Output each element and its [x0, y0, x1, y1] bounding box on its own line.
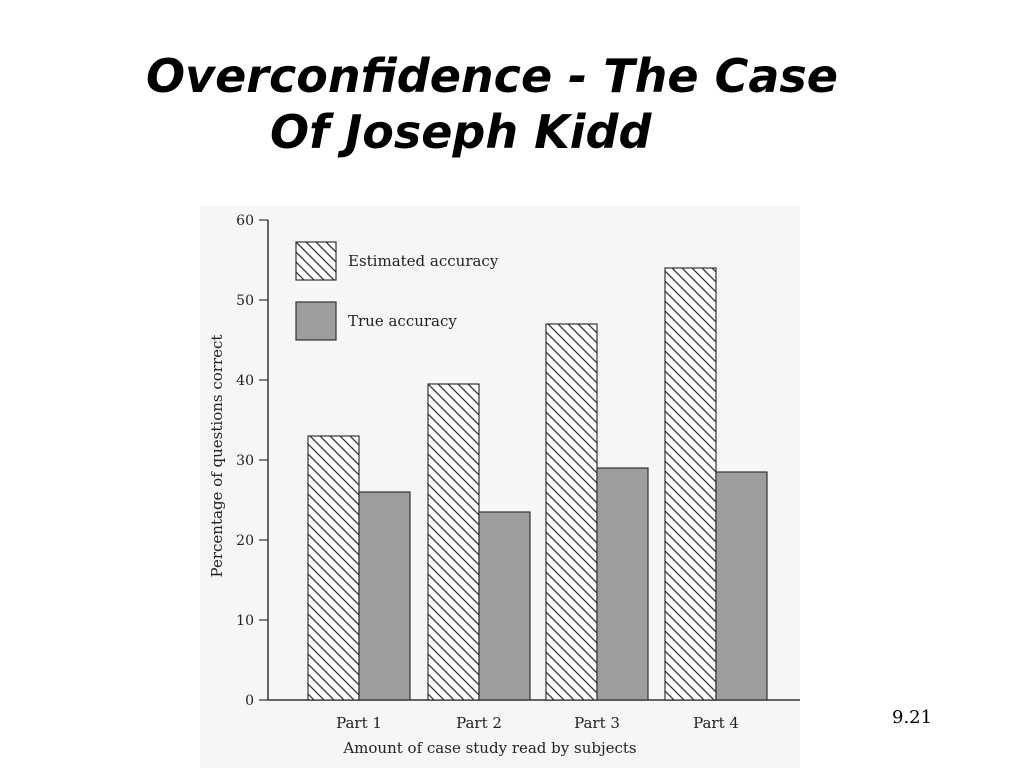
bar-true-accuracy	[478, 511, 531, 701]
y-tick-label: 30	[236, 453, 254, 469]
y-tick-label: 60	[236, 213, 254, 229]
y-axis-title: Percentage of questions correct	[208, 335, 226, 578]
x-tick-label: Part 2	[456, 714, 502, 732]
x-tick-label: Part 4	[693, 714, 739, 732]
bar-true-accuracy	[596, 467, 649, 701]
slide-title-line-1: Overconfidence - The Case	[146, 49, 838, 103]
bar-estimated-accuracy	[427, 383, 480, 701]
chart-panel: 0 10 20 30 40 50 60 Part 1 Part 2 Part 3 Part 4 Est…	[200, 206, 800, 768]
legend-swatch-estimated	[295, 241, 337, 281]
bar-true-accuracy	[715, 471, 768, 701]
x-axis-title: Amount of case study read by subjects	[342, 739, 636, 757]
slide-title: Overconfidence - The Case Of Joseph Kidd	[0, 48, 1024, 160]
x-tick-label: Part 1	[336, 714, 382, 732]
bar-estimated-accuracy	[545, 323, 598, 701]
chart-layer: 0 10 20 30 40 50 60 Part 1 Part 2 Part 3 Part 4 Est…	[208, 213, 800, 757]
bar-estimated-accuracy	[307, 435, 360, 701]
y-tick-label: 40	[236, 373, 254, 389]
bar-estimated-accuracy	[664, 267, 717, 701]
legend-label-estimated: Estimated accuracy	[348, 252, 499, 270]
y-tick-label: 0	[245, 693, 254, 709]
bar-true-accuracy	[358, 491, 411, 701]
y-tick-label: 20	[236, 533, 254, 549]
legend-label-true: True accuracy	[348, 312, 457, 330]
bar-chart: 0 10 20 30 40 50 60 Part 1 Part 2 Part 3 Part 4 Est…	[208, 213, 800, 757]
y-tick-label: 10	[236, 613, 254, 629]
legend-swatch-true	[295, 301, 337, 341]
y-tick-label: 50	[236, 293, 254, 309]
x-tick-label: Part 3	[574, 714, 620, 732]
slide-title-line-2: Of Joseph Kidd	[270, 105, 652, 159]
slide-number: 9.21	[892, 707, 933, 728]
